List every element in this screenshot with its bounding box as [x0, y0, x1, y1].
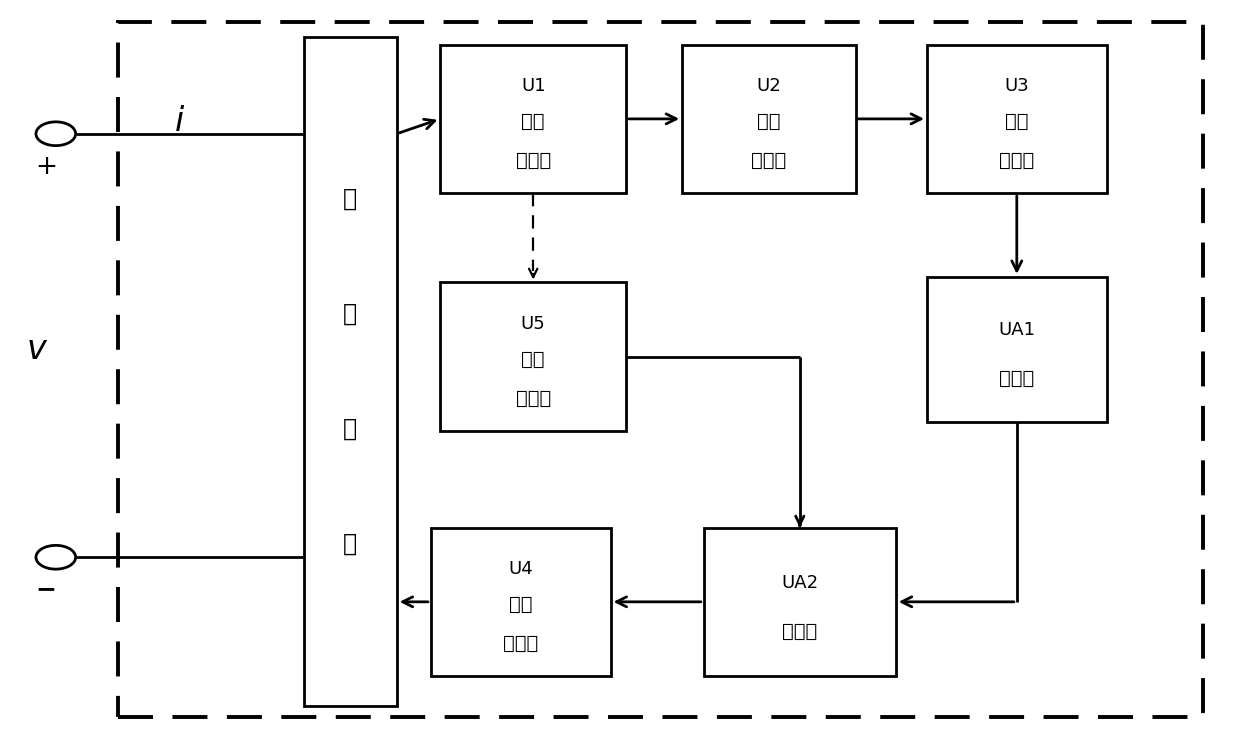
Bar [118, 22, 1203, 717]
Bar [440, 282, 626, 431]
Text: UA1: UA1 [998, 322, 1035, 340]
Text: 反相: 反相 [510, 595, 532, 614]
Text: U1: U1 [521, 77, 546, 95]
Text: −: − [36, 577, 56, 601]
Text: 乘法器: 乘法器 [782, 622, 817, 641]
Text: $v$: $v$ [26, 333, 48, 366]
Text: 电: 电 [343, 186, 357, 211]
Text: U2: U2 [756, 77, 781, 95]
Bar [704, 528, 895, 676]
Text: UA2: UA2 [781, 574, 818, 591]
Text: 积分器: 积分器 [999, 151, 1034, 170]
Text: U5: U5 [521, 315, 546, 333]
Text: 阻: 阻 [343, 302, 357, 326]
Text: $i$: $i$ [175, 106, 185, 138]
Bar [440, 45, 626, 193]
Text: 比例器: 比例器 [751, 151, 786, 170]
Bar [432, 528, 610, 676]
Text: 电压: 电压 [522, 112, 544, 132]
Text: 络: 络 [343, 532, 357, 557]
Text: 比例器: 比例器 [516, 389, 551, 408]
Text: 反相: 反相 [1006, 112, 1028, 132]
Bar [304, 37, 397, 706]
Text: 反相: 反相 [522, 350, 544, 369]
Text: 乘法器: 乘法器 [999, 369, 1034, 388]
Bar [926, 45, 1107, 193]
Text: 比例器: 比例器 [503, 634, 538, 653]
Text: U3: U3 [1004, 77, 1029, 95]
Text: U4: U4 [508, 560, 533, 578]
Text: +: + [35, 155, 57, 180]
Bar [926, 277, 1107, 421]
Bar [682, 45, 856, 193]
Text: 跟随器: 跟随器 [516, 151, 551, 170]
Text: 网: 网 [343, 417, 357, 441]
Text: 反相: 反相 [758, 112, 780, 132]
